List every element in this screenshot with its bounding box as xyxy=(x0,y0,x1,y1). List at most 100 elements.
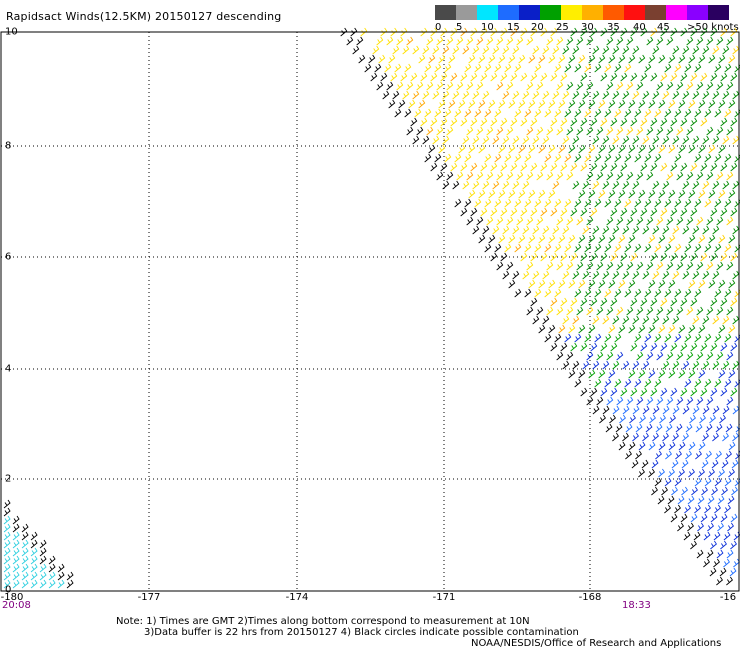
wind-barb xyxy=(550,297,558,307)
wind-barb xyxy=(568,99,576,109)
wind-barb xyxy=(682,432,689,442)
wind-barb xyxy=(466,81,474,91)
wind-barb xyxy=(602,405,610,415)
wind-barb xyxy=(640,297,648,307)
wind-barb xyxy=(586,81,594,91)
wind-barb xyxy=(692,135,700,145)
wind-barb xyxy=(484,108,492,118)
wind-barb xyxy=(622,432,629,442)
wind-barb xyxy=(683,531,691,541)
wind-barb xyxy=(426,126,434,136)
legend-swatch xyxy=(477,5,498,20)
wind-barb xyxy=(588,279,596,289)
wind-barb xyxy=(510,117,518,127)
wind-barb xyxy=(594,288,602,298)
wind-barb xyxy=(730,207,738,217)
wind-barb xyxy=(662,90,670,100)
wind-barb xyxy=(709,567,717,577)
wind-barb xyxy=(490,252,498,262)
wind-barb xyxy=(658,369,666,379)
wind-barb xyxy=(472,135,480,145)
wind-barb xyxy=(680,513,688,523)
wind-barb xyxy=(684,288,692,298)
wind-barb xyxy=(698,324,706,334)
wind-barb xyxy=(408,99,416,109)
wind-barb xyxy=(21,555,29,565)
wind-barb xyxy=(532,45,540,55)
wind-barb xyxy=(702,90,710,100)
wind-barb xyxy=(732,315,740,325)
wind-barb xyxy=(550,162,558,172)
wind-barb xyxy=(448,99,456,109)
wind-barb xyxy=(468,189,476,199)
wind-barb xyxy=(528,99,536,109)
wind-barb xyxy=(616,261,624,271)
wind-barb xyxy=(540,252,548,262)
wind-barb xyxy=(606,306,614,316)
wind-barb xyxy=(721,486,728,496)
wind-barb xyxy=(648,441,656,451)
wind-barb xyxy=(522,135,530,145)
wind-barb xyxy=(592,90,600,100)
legend-color-bar xyxy=(435,5,729,20)
wind-barb xyxy=(722,45,730,55)
wind-barb xyxy=(670,252,678,262)
wind-barb xyxy=(430,162,438,172)
wind-barb xyxy=(688,441,696,451)
wind-barb xyxy=(502,135,510,145)
wind-barb xyxy=(606,171,614,181)
wind-barb xyxy=(635,423,643,433)
wind-barb xyxy=(482,45,490,55)
wind-barb xyxy=(650,387,658,397)
wind-barb xyxy=(470,117,478,127)
y-tick-label: 0 xyxy=(5,584,12,596)
wind-barb xyxy=(416,126,424,136)
wind-barb xyxy=(508,189,516,199)
wind-barb xyxy=(706,549,714,559)
wind-barb xyxy=(724,63,732,73)
wind-barb xyxy=(725,423,733,433)
wind-barb xyxy=(628,144,636,154)
wind-barb xyxy=(602,45,610,55)
wind-barb xyxy=(57,579,65,589)
wind-barb xyxy=(596,126,604,136)
wind-barb xyxy=(568,324,576,334)
wind-barb xyxy=(590,387,598,397)
wind-barb xyxy=(57,571,65,581)
wind-barb xyxy=(707,495,715,505)
wind-barb xyxy=(670,342,678,352)
wind-barb xyxy=(612,270,620,280)
wind-barb xyxy=(656,81,664,91)
wind-barb xyxy=(496,36,504,46)
wind-barb xyxy=(688,144,696,154)
wind-barb xyxy=(39,563,47,573)
wind-barb xyxy=(594,333,602,343)
x-tick-label: -16 xyxy=(719,592,737,603)
wind-barb xyxy=(12,539,20,549)
wind-barb xyxy=(636,81,644,91)
wind-barb xyxy=(644,378,652,388)
wind-barb xyxy=(450,162,458,172)
wind-barb xyxy=(632,315,640,325)
wind-barb xyxy=(398,99,406,109)
wind-barb xyxy=(712,135,720,145)
wind-barb xyxy=(728,99,736,109)
wind-barb xyxy=(724,108,732,118)
wind-barb xyxy=(652,432,659,442)
wind-barb xyxy=(526,171,534,181)
wind-barb xyxy=(626,306,634,316)
wind-barb xyxy=(352,45,360,55)
wind-barb xyxy=(562,225,570,235)
wind-barb xyxy=(464,63,472,73)
wind-barb xyxy=(676,306,684,316)
wind-barb xyxy=(612,315,620,325)
wind-barb xyxy=(642,432,649,442)
wind-barb xyxy=(454,153,462,163)
wind-barb xyxy=(568,144,576,154)
wind-barb xyxy=(708,189,716,199)
wind-barb xyxy=(618,441,626,451)
wind-barb xyxy=(442,135,450,145)
wind-barb xyxy=(690,297,698,307)
wind-barb xyxy=(590,252,598,262)
wind-barb xyxy=(678,324,686,334)
